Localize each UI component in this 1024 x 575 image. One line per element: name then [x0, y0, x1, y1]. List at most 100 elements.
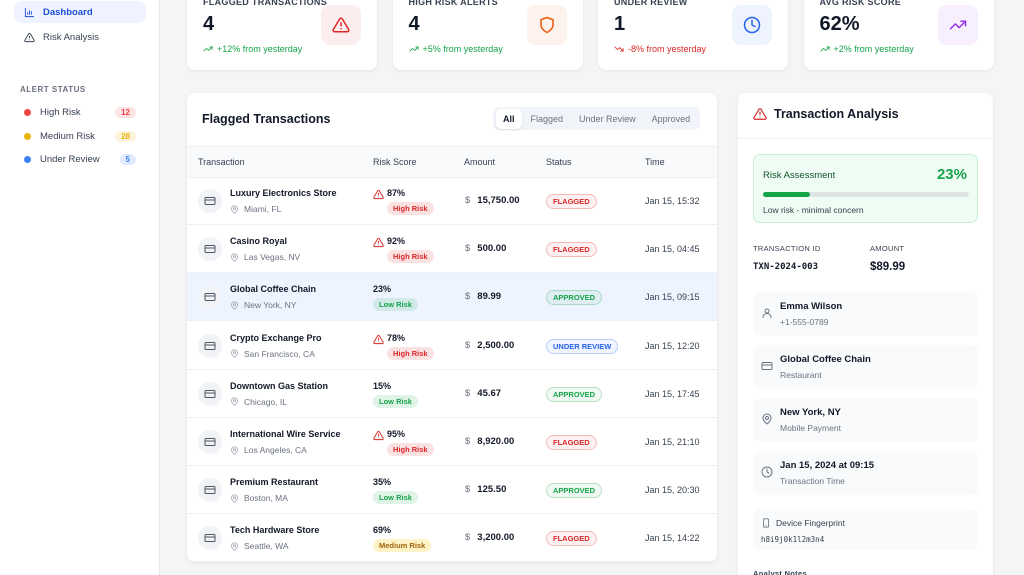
icon	[230, 253, 239, 262]
location-text: Las Vegas, NV	[244, 252, 301, 263]
amount-value: $89.99	[870, 261, 906, 273]
icon	[204, 436, 216, 448]
status-badge: FLAGGED	[546, 435, 597, 450]
column-header: Time	[645, 157, 665, 167]
risk-badge: Low Risk	[373, 491, 418, 505]
currency: $	[465, 195, 471, 206]
merchant-name: Tech Hardware Store	[230, 525, 320, 536]
icon	[753, 107, 767, 121]
stat-value: 4	[408, 13, 420, 35]
icon	[204, 291, 216, 303]
icon	[761, 360, 773, 372]
transaction-icon	[198, 478, 222, 503]
merchant-location: Miami, FL	[230, 204, 281, 214]
merchant-name: Crypto Exchange Pro	[230, 332, 322, 343]
icon	[743, 16, 761, 34]
transactions-card: Flagged Transactions All Flagged Under Revi…	[187, 93, 717, 562]
sidebar: Dashboard Risk Analysis ALERT STATUS High R…	[0, 0, 160, 575]
location-text: San Francisco, CA	[244, 348, 315, 359]
transaction-row[interactable]: Crypto Exchange Pro San Francisco, CA 78% H…	[187, 322, 717, 370]
transaction-row[interactable]: Premium Restaurant Boston, MA 35% Low Risk $…	[187, 466, 717, 515]
risk-badge: Low Risk	[373, 394, 418, 408]
icon	[761, 466, 773, 478]
detail-sub: Mobile Payment	[780, 423, 841, 433]
currency: $	[465, 436, 471, 447]
transaction-row[interactable]: Global Coffee Chain New York, NY 23% Low Ri…	[187, 273, 717, 322]
detail-sub: +1-555-0789	[780, 317, 829, 327]
amount-value: 3,200.00	[477, 532, 515, 544]
risk-badge: High Risk	[387, 250, 434, 264]
merchant-location: Los Angeles, CA	[230, 445, 307, 455]
transaction-row[interactable]: International Wire Service Los Angeles, C…	[187, 418, 717, 466]
transaction-row[interactable]: Casino Royal Las Vegas, NV 92% High Risk $50…	[187, 225, 717, 274]
detail-box: Global Coffee Chain Restaurant	[753, 345, 978, 389]
time: Jan 15, 17:45	[645, 388, 700, 399]
stat-change: -8% from yesterday	[614, 44, 706, 54]
panel-title: Transaction Analysis	[753, 107, 899, 121]
assessment-note: Low risk - minimal concern	[763, 205, 864, 215]
alert-status[interactable]: Medium Risk 28	[24, 130, 136, 142]
status-dot	[24, 132, 31, 140]
icon	[24, 32, 35, 43]
amount-value: 2,500.00	[477, 339, 515, 351]
merchant-name: Downtown Gas Station	[230, 380, 328, 391]
risk-badge: Low Risk	[373, 298, 418, 312]
amount-value: 89.99	[477, 291, 502, 303]
stat-icon	[732, 5, 772, 45]
nav-item[interactable]: Dashboard	[14, 1, 146, 23]
merchant-name: Premium Restaurant	[230, 477, 319, 488]
transaction-icon	[198, 285, 222, 310]
transaction-row[interactable]: Luxury Electronics Store Miami, FL 87% High…	[187, 177, 717, 225]
alert-status[interactable]: Under Review 5	[24, 154, 136, 165]
stat-card: UNDER REVIEW 1 -8% from yesterday	[598, 0, 788, 70]
icon	[204, 243, 216, 255]
merchant-location: Chicago, IL	[230, 397, 287, 407]
risk-score: 92%	[387, 236, 406, 247]
panel-title-text: Transaction Analysis	[774, 107, 899, 121]
status-badge: APPROVED	[546, 386, 603, 402]
risk-badge: High Risk	[387, 346, 434, 360]
icon	[230, 349, 239, 358]
transaction-icon	[198, 381, 222, 406]
status-dot	[24, 156, 31, 163]
location-text: Miami, FL	[244, 204, 282, 214]
alert-status[interactable]: High Risk 12	[24, 107, 136, 118]
amount-label: AMOUNT	[870, 244, 905, 253]
column-header: Amount	[464, 157, 496, 167]
nav-item[interactable]: Risk Analysis	[14, 26, 146, 48]
table-title: Flagged Transactions	[202, 112, 331, 126]
detail-box: Emma Wilson +1-555-0789	[753, 292, 978, 336]
currency: $	[465, 484, 471, 496]
transaction-row[interactable]: Tech Hardware Store Seattle, WA 69% Medium …	[187, 514, 717, 562]
merchant-name: International Wire Service	[230, 429, 341, 439]
stat-change: +5% from yesterday	[408, 44, 503, 54]
stat-value: 4	[203, 13, 215, 35]
time: Jan 15, 04:45	[645, 244, 700, 255]
filter-button[interactable]: Under Review	[579, 113, 636, 124]
risk-badge: Medium Risk	[373, 539, 432, 553]
icon	[761, 518, 771, 528]
risk-score: 69%	[373, 525, 392, 536]
risk-assessment: Risk Assessment 23% Low risk - minimal con…	[753, 154, 978, 223]
assessment-bar	[763, 192, 969, 197]
stat-card: AVG RISK SCORE 62% +2% from yesterday	[803, 0, 994, 70]
status-badge: APPROVED	[546, 290, 603, 306]
filter-button[interactable]: Approved	[651, 113, 691, 124]
merchant-location: Boston, MA	[230, 493, 288, 503]
location-text: Chicago, IL	[244, 396, 287, 407]
stat-value: 62%	[819, 13, 860, 35]
amount-value: 500.00	[477, 243, 507, 255]
filter-button[interactable]: All	[496, 108, 522, 129]
amount: $15,750.00	[465, 195, 520, 206]
transaction-row[interactable]: Downtown Gas Station Chicago, IL 15% Low Ri…	[187, 370, 717, 418]
transaction-icon	[198, 333, 222, 358]
detail-box: Jan 15, 2024 at 09:15 Transaction Time	[753, 451, 978, 495]
icon	[614, 44, 624, 54]
icon	[230, 494, 239, 503]
risk-score: 35%	[373, 477, 392, 488]
currency: $	[465, 532, 471, 544]
stat-change-text: +5% from yesterday	[422, 44, 503, 54]
filter-button[interactable]: Flagged	[530, 113, 564, 124]
currency: $	[465, 291, 471, 303]
